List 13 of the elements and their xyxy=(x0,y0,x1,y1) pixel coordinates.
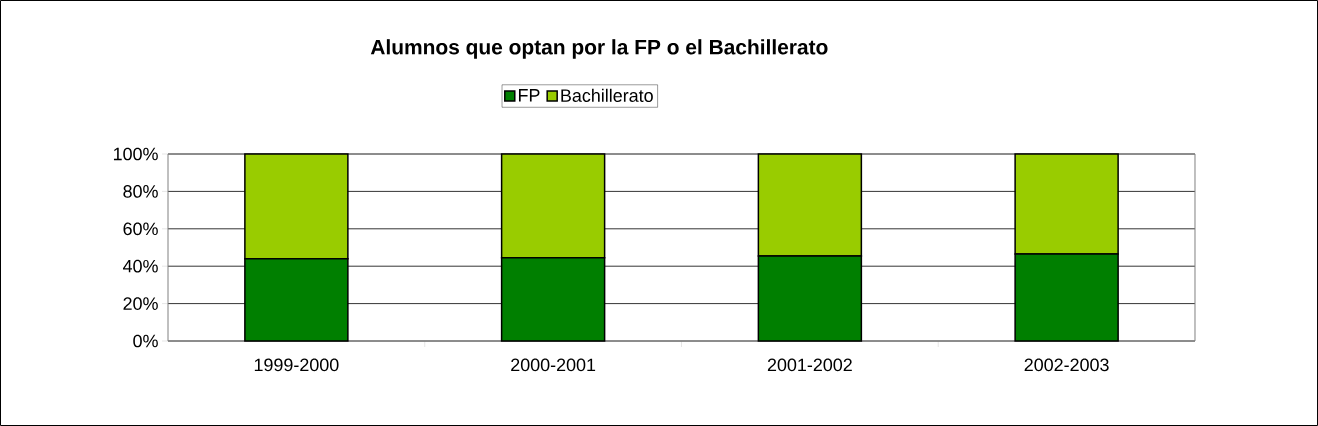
y-tick-label: 20% xyxy=(123,297,158,310)
x-tick-label: 2001-2002 xyxy=(767,358,852,372)
y-tick-label: 60% xyxy=(123,222,158,236)
y-tick-label: 100% xyxy=(113,147,158,161)
y-tick-label: 80% xyxy=(123,185,158,198)
x-tick-label: 1999-2000 xyxy=(254,358,339,372)
y-tick-label: 0% xyxy=(133,334,158,348)
legend-label: Bachillerato xyxy=(561,88,653,102)
y-tick-label: 40% xyxy=(123,259,158,273)
chart-title: Alumnos que optan por la FP o el Bachillerato xyxy=(370,39,828,59)
x-tick-label: 2000-2001 xyxy=(511,358,596,372)
x-tick-label: 2002-2003 xyxy=(1024,358,1109,372)
legend-label: FP xyxy=(518,89,540,102)
